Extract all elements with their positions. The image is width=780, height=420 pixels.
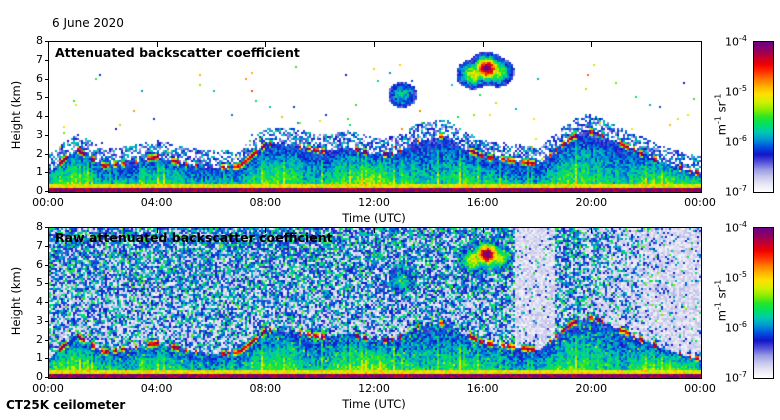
- x-tick-mark: [483, 228, 484, 233]
- instrument-label: CT25K ceilometer: [6, 398, 126, 412]
- x-tick-mark: [157, 228, 158, 233]
- y-tick-mark: [45, 358, 49, 359]
- y-tick-mark: [45, 377, 49, 378]
- x-tick-mark: [265, 228, 266, 233]
- y-tick-label: 6: [36, 71, 43, 85]
- y-tick-label: 1: [36, 351, 43, 365]
- y-tick-label: 5: [36, 276, 43, 290]
- y-tick-label: 2: [36, 332, 43, 346]
- y-tick-mark: [45, 60, 49, 61]
- y-tick-label: 4: [36, 109, 43, 122]
- colorbar-tick-label: 10-5: [725, 84, 747, 99]
- y-tick-label: 7: [36, 52, 43, 66]
- x-tick-label: 04:00: [140, 196, 173, 209]
- x-tick-mark: [374, 42, 375, 47]
- date-label: 6 June 2020: [52, 16, 124, 30]
- y-tick-label: 1: [36, 165, 43, 179]
- y-tick-mark: [45, 265, 49, 266]
- x-tick-mark: [591, 228, 592, 233]
- colorbar-tick-label: 10-7: [725, 370, 747, 385]
- y-tick-mark: [45, 172, 49, 173]
- y-tick-label: 0: [36, 184, 43, 197]
- colorbar-gradient-attenuated: [754, 42, 773, 192]
- y-tick-mark: [45, 79, 49, 80]
- x-tick-label: 20:00: [575, 382, 608, 395]
- x-tick-label: 00:00: [684, 196, 716, 209]
- y-tick-label: 3: [36, 127, 43, 141]
- x-tick-label: 04:00: [140, 382, 173, 395]
- plot-area-attenuated[interactable]: [48, 41, 702, 193]
- y-tick-label: 5: [36, 90, 43, 104]
- y-tick-label: 7: [36, 238, 43, 252]
- colorbar-unit-attenuated: m-1 sr-1: [713, 93, 729, 136]
- x-axis-label-attenuated: Time (UTC): [342, 211, 406, 225]
- y-tick-label: 3: [36, 313, 43, 327]
- y-tick-mark: [45, 154, 49, 155]
- colorbar-tick-label: 10-6: [725, 320, 747, 335]
- colorbar-tick-label: 10-6: [725, 134, 747, 149]
- colorbar-tick-label: 10-4: [725, 220, 747, 235]
- y-tick-mark: [45, 97, 49, 98]
- colorbar-gradient-raw: [754, 228, 773, 378]
- x-tick-label: 08:00: [249, 196, 282, 209]
- y-tick-mark: [45, 227, 49, 228]
- y-tick-mark: [45, 340, 49, 341]
- x-tick-label: 16:00: [466, 196, 499, 209]
- y-tick-label: 6: [36, 257, 43, 271]
- y-tick-mark: [45, 191, 49, 192]
- x-tick-mark: [483, 42, 484, 47]
- x-tick-label: 12:00: [358, 196, 390, 209]
- plot-area-raw[interactable]: [48, 227, 702, 379]
- y-tick-mark: [45, 116, 49, 117]
- y-tick-label: 8: [36, 34, 43, 47]
- heatmap-raw: [49, 228, 701, 378]
- y-tick-mark: [45, 246, 49, 247]
- colorbar-tick-label: 10-5: [725, 270, 747, 285]
- colorbar-tick-label: 10-4: [725, 34, 747, 49]
- x-tick-mark: [157, 42, 158, 47]
- x-tick-label: 00:00: [32, 196, 64, 209]
- x-tick-mark: [265, 42, 266, 47]
- y-tick-label: 2: [36, 146, 43, 160]
- x-tick-label: 12:00: [358, 382, 390, 395]
- y-tick-label: 0: [36, 370, 43, 383]
- x-tick-label: 00:00: [684, 382, 716, 395]
- colorbar-unit-raw: m-1 sr-1: [713, 279, 729, 322]
- y-tick-label: 8: [36, 220, 43, 233]
- y-tick-mark: [45, 41, 49, 42]
- x-tick-label: 16:00: [466, 382, 499, 395]
- x-tick-label: 08:00: [249, 382, 282, 395]
- x-axis-label-raw: Time (UTC): [342, 397, 406, 411]
- x-tick-label: 00:00: [32, 382, 64, 395]
- x-tick-mark: [591, 42, 592, 47]
- y-tick-label: 4: [36, 295, 43, 308]
- y-tick-mark: [45, 135, 49, 136]
- y-tick-mark: [45, 283, 49, 284]
- colorbar-tick-label: 10-7: [725, 184, 747, 199]
- colorbar-raw: [753, 227, 774, 379]
- y-tick-mark: [45, 321, 49, 322]
- x-tick-mark: [374, 228, 375, 233]
- heatmap-attenuated: [49, 42, 701, 192]
- x-tick-label: 20:00: [575, 196, 608, 209]
- y-tick-mark: [45, 302, 49, 303]
- colorbar-attenuated: [753, 41, 774, 193]
